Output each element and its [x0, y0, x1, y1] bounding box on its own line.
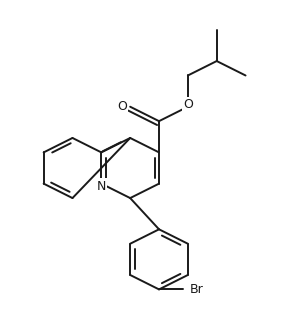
- Text: O: O: [183, 98, 193, 111]
- Text: N: N: [97, 179, 106, 193]
- Text: Br: Br: [189, 283, 203, 296]
- Text: O: O: [117, 100, 127, 113]
